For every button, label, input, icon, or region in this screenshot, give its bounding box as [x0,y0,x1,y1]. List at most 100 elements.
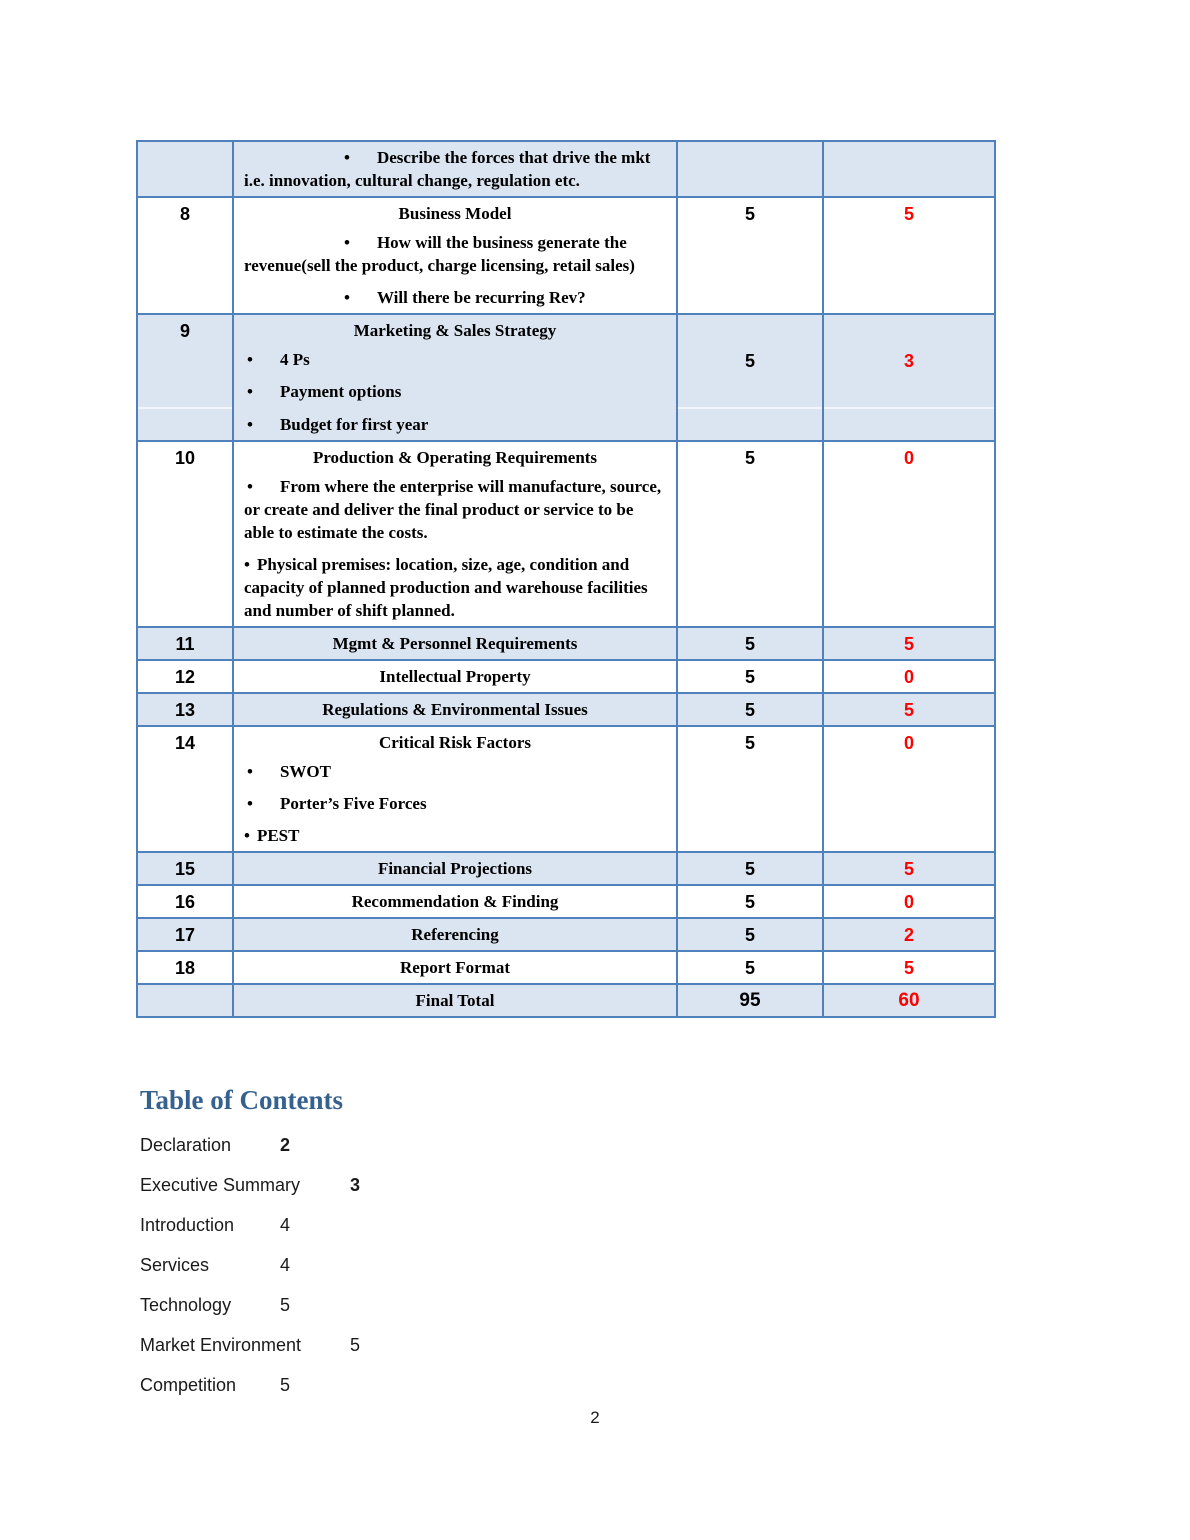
bullet-icon: • [247,794,253,813]
score-cell [822,140,996,198]
description-cell: Business Model • How will the business gen… [232,196,678,315]
toc-entries: Declaration 2 Executive Summary 3 Introducti… [140,1133,840,1397]
points-cell: 5 [676,440,824,628]
row-number-cell [136,983,234,1018]
description-cell: Recommendation & Finding [232,884,678,919]
row-number-cell: 12 [136,659,234,694]
row-title: Intellectual Property [379,667,531,686]
table-row: • Budget for first year [136,407,996,442]
toc-entry-label: Introduction [140,1215,235,1235]
toc-entry-page: 2 [280,1135,291,1155]
toc-entry-page: 5 [280,1375,291,1395]
row-number-cell: 11 [136,626,234,661]
row-title: Final Total [415,991,495,1010]
bullet-text: From where the enterprise will manufactu… [244,477,662,542]
table-row: 18 Report Format 5 5 [136,950,996,985]
bullet-icon: • [344,288,350,307]
bullet-item: • Physical premises: location, size, age,… [244,553,666,622]
row-number-cell: 14 [136,725,234,853]
toc-entry-label: Executive Summary [140,1175,301,1195]
score-cell: 3 [822,313,996,408]
points-cell: 5 [676,196,824,315]
score-cell: 5 [822,196,996,315]
points-cell: 5 [676,692,824,727]
score-cell: 5 [822,950,996,985]
bullet-icon: • [244,555,250,574]
toc-entry-label: Technology [140,1295,232,1315]
table-of-contents: Table of Contents Declaration 2 Executive … [140,1085,840,1413]
toc-entry-label: Declaration [140,1135,232,1155]
table-row: 17 Referencing 5 2 [136,917,996,952]
bullet-text: SWOT [279,762,331,781]
table-row: 13 Regulations & Environmental Issues 5 5 [136,692,996,727]
points-cell [676,140,824,198]
description-cell: Referencing [232,917,678,952]
bullet-icon: • [247,477,253,496]
bullet-icon: • [247,415,253,434]
toc-entry: Executive Summary 3 [140,1173,840,1197]
bullet-item: • From where the enterprise will manufact… [244,475,666,544]
bullet-item: • Budget for first year [244,413,666,436]
description-cell: Report Format [232,950,678,985]
description-cell: Marketing & Sales Strategy • 4 Ps • Payment … [232,313,678,408]
bullet-item: • 4 Ps [244,348,666,371]
toc-heading: Table of Contents [140,1085,344,1115]
score-cell: 5 [822,851,996,886]
score-cell: 5 [822,626,996,661]
table-row: 14 Critical Risk Factors • SWOT • Porter’s Fi… [136,725,996,853]
bullet-icon: • [344,148,350,167]
toc-entry-label: Market Environment [140,1335,302,1355]
score-cell: 0 [822,440,996,628]
description-cell: Financial Projections [232,851,678,886]
toc-entry-page: 4 [280,1215,291,1235]
score-cell: 0 [822,659,996,694]
table-row: Final Total 95 60 [136,983,996,1018]
row-number-cell: 8 [136,196,234,315]
bullet-item: • PEST [244,824,666,847]
row-title: Regulations & Environmental Issues [322,700,588,719]
bullet-icon: • [247,350,253,369]
points-cell: 5 [676,950,824,985]
description-cell: • Budget for first year [232,407,678,442]
bullet-item: • Describe the forces that drive the mkt … [244,146,666,192]
toc-entry-page: 5 [350,1335,361,1355]
bullet-icon: • [247,762,253,781]
row-number-cell: 13 [136,692,234,727]
points-cell: 95 [676,983,824,1018]
bullet-icon: • [344,233,350,252]
row-number-cell: 17 [136,917,234,952]
bullet-text: Describe the forces that drive the mkt i… [244,148,651,190]
row-title: Financial Projections [377,859,533,878]
bullet-text: 4 Ps [279,350,310,369]
description-cell: Production & Operating Requirements • From… [232,440,678,628]
bullet-text: Budget for first year [279,415,429,434]
toc-entry-label: Competition [140,1375,237,1395]
table-row: 15 Financial Projections 5 5 [136,851,996,886]
description-cell: Mgmt & Personnel Requirements [232,626,678,661]
row-number-cell: 18 [136,950,234,985]
row-title: Business Model [398,204,512,223]
score-cell: 0 [822,725,996,853]
toc-entry: Declaration 2 [140,1133,840,1157]
description-cell: • Describe the forces that drive the mkt … [232,140,678,198]
points-cell: 5 [676,851,824,886]
bullet-item: • SWOT [244,760,666,783]
description-cell: Regulations & Environmental Issues [232,692,678,727]
toc-entry-page: 3 [350,1175,361,1195]
toc-entry: Services 4 [140,1253,840,1277]
bullet-item: • Porter’s Five Forces [244,792,666,815]
toc-entry-label: Services [140,1255,210,1275]
table-row: 10 Production & Operating Requirements • Fr… [136,440,996,628]
bullet-icon: • [247,382,253,401]
bullet-text: Payment options [279,382,402,401]
bullet-item: • Payment options [244,380,666,403]
table-row: 9 Marketing & Sales Strategy • 4 Ps • Payment… [136,313,996,408]
points-cell: 5 [676,626,824,661]
bullet-text: Physical premises: location, size, age, … [244,555,648,620]
toc-entry: Market Environment 5 [140,1333,840,1357]
points-cell: 5 [676,313,824,408]
row-title: Critical Risk Factors [378,733,532,752]
score-cell [822,407,996,442]
points-cell: 5 [676,917,824,952]
